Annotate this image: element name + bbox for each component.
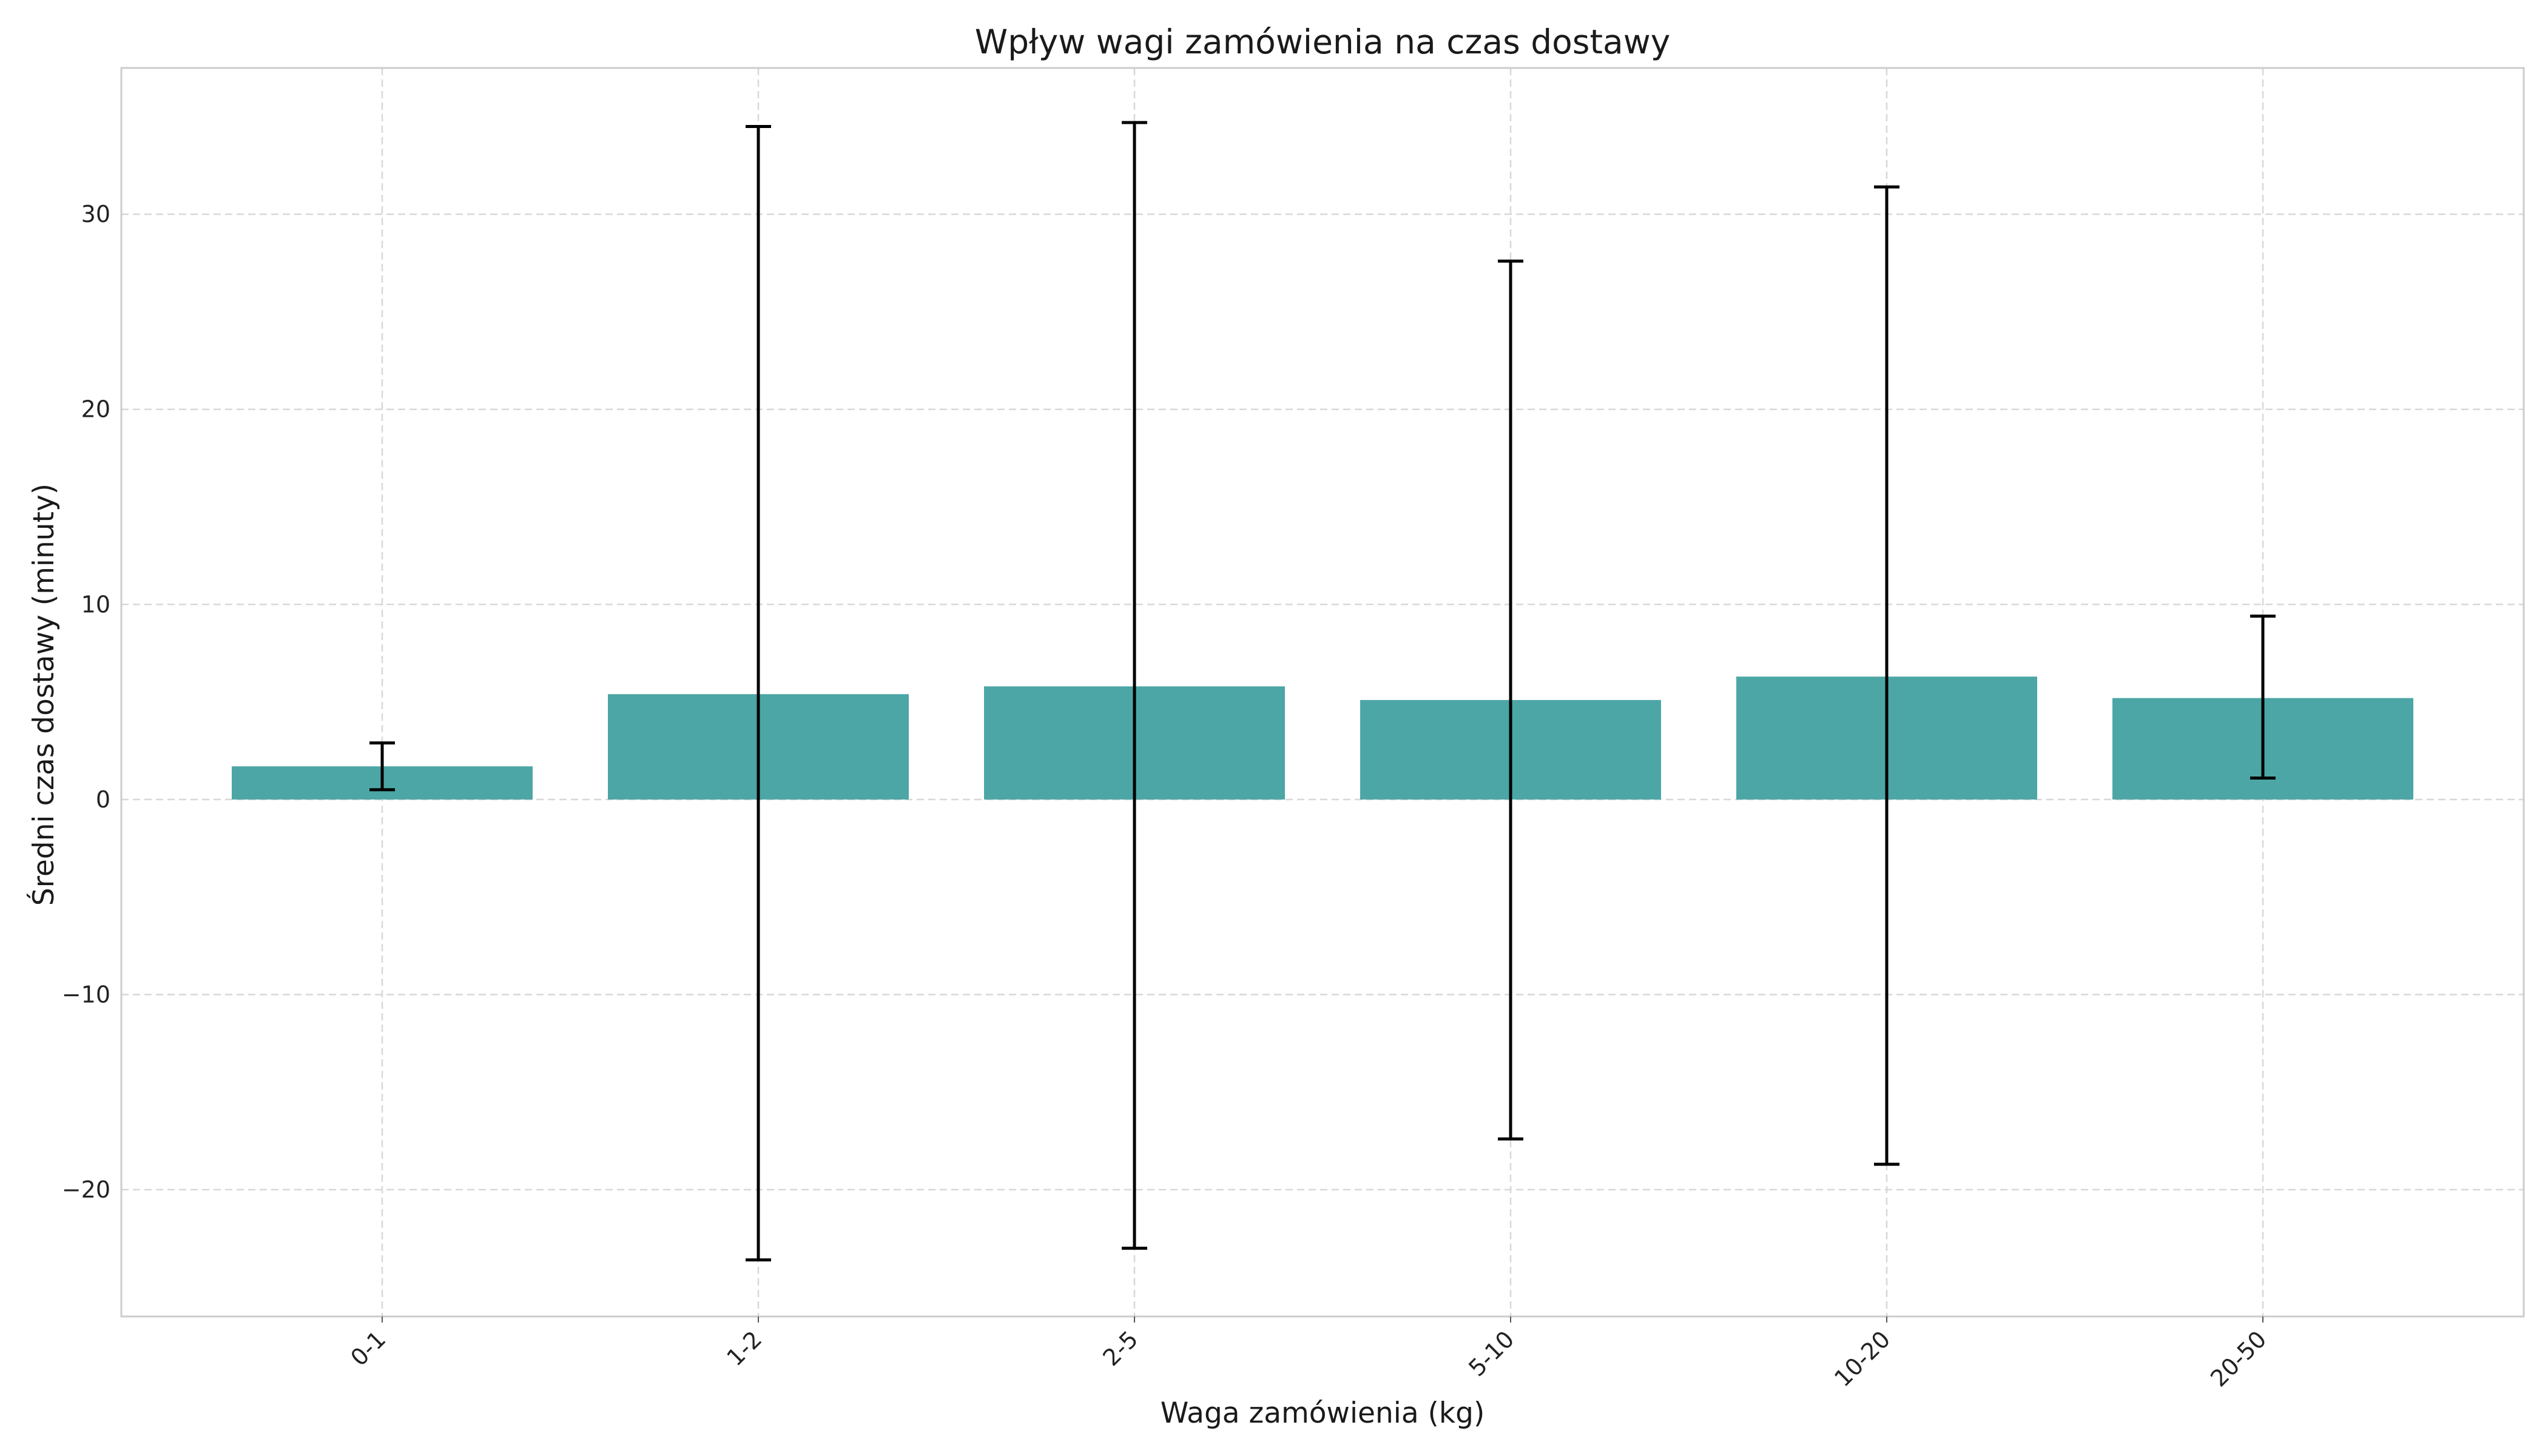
- y-tick-label: 10: [81, 591, 110, 618]
- y-tick-labels: −20 −10 0 10 20 30: [62, 201, 110, 1203]
- y-gridlines: [121, 213, 2524, 1191]
- x-tick-label: 2-5: [1097, 1326, 1143, 1371]
- chart-title: Wpływ wagi zamówienia na czas dostawy: [975, 22, 1671, 61]
- error-bar-2-5: [1122, 121, 1147, 1250]
- x-tick-label: 1-2: [721, 1326, 767, 1371]
- y-tick-label: −20: [62, 1176, 110, 1203]
- x-tick-label: 5-10: [1463, 1326, 1519, 1381]
- x-tick-label: 20-50: [2205, 1326, 2271, 1392]
- x-axis-title: Waga zamówienia (kg): [1161, 1397, 1485, 1430]
- y-axis-title: Średni czas dostawy (minuty): [27, 484, 61, 906]
- error-bars: [369, 121, 2276, 1262]
- y-tick-label: 30: [81, 201, 110, 228]
- error-bar-0-1: [369, 741, 395, 792]
- x-tick-label: 0-1: [345, 1326, 391, 1371]
- error-bar-1-2: [746, 124, 771, 1262]
- y-tick-label: 0: [96, 786, 110, 813]
- error-bar-5-10: [1498, 259, 1523, 1141]
- y-tick-label: 20: [81, 396, 110, 423]
- error-bar-10-20: [1874, 185, 1899, 1166]
- error-bar-20-50: [2250, 615, 2276, 780]
- y-tick-label: −10: [62, 981, 110, 1008]
- x-tick-labels: 0-1 1-2 2-5 5-10 10-20 20-50: [345, 1316, 2271, 1392]
- bars: [232, 676, 2413, 800]
- x-tick-label: 10-20: [1829, 1326, 1895, 1392]
- plot-frame: [120, 67, 2525, 1318]
